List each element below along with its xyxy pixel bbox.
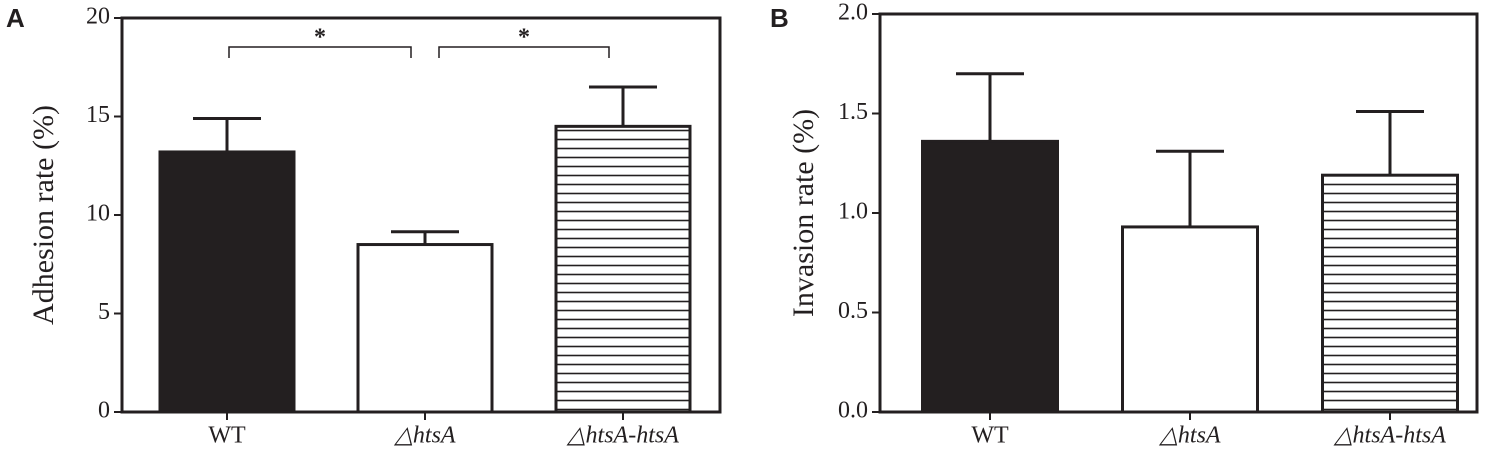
y-tick-label: 1.0 bbox=[838, 199, 868, 225]
x-tick-label: WT bbox=[971, 423, 1009, 449]
y-tick-label: 10 bbox=[86, 201, 110, 227]
bar bbox=[158, 150, 296, 414]
bar bbox=[1121, 225, 1259, 414]
y-tick-label: 15 bbox=[86, 102, 110, 128]
x-tick-label: △htsA bbox=[1158, 423, 1220, 449]
y-tick-label: 0.0 bbox=[838, 398, 868, 424]
bar bbox=[554, 124, 692, 414]
significance-bracket bbox=[438, 46, 610, 58]
x-tick-label: △htsA-htsA bbox=[566, 423, 679, 449]
y-tick-label: 1.5 bbox=[838, 99, 868, 125]
y-tick-label: 2.0 bbox=[838, 0, 868, 26]
significance-label: * bbox=[314, 25, 326, 51]
y-tick-label: 0 bbox=[98, 398, 110, 424]
plot-frame bbox=[878, 12, 1479, 414]
y-axis-label: Invasion rate (%) bbox=[787, 109, 820, 317]
significance-bracket bbox=[228, 46, 412, 58]
y-tick-label: 20 bbox=[86, 4, 110, 30]
y-tick-label: 5 bbox=[98, 299, 110, 325]
panel-label: A bbox=[6, 3, 25, 33]
y-tick-label: 0.5 bbox=[838, 298, 868, 324]
plot-frame bbox=[120, 16, 722, 414]
bar bbox=[356, 243, 494, 414]
y-axis-label: Adhesion rate (%) bbox=[27, 105, 60, 325]
x-tick-label: WT bbox=[208, 423, 246, 449]
bar bbox=[1321, 173, 1459, 414]
panel-label: B bbox=[770, 3, 789, 33]
x-tick-label: △htsA bbox=[393, 423, 455, 449]
significance-label: * bbox=[518, 25, 530, 51]
x-tick-label: △htsA-htsA bbox=[1333, 423, 1446, 449]
bar bbox=[921, 139, 1059, 414]
